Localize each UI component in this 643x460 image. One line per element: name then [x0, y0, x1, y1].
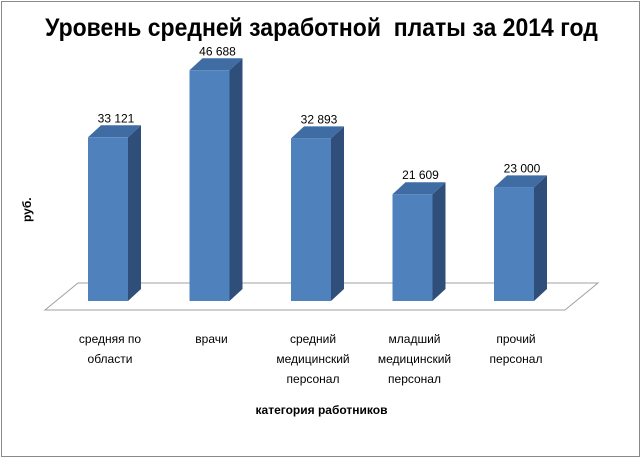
x-axis-label: категория работников	[255, 403, 388, 417]
category-label-line: персонал	[388, 372, 441, 386]
category-label-line: врачи	[195, 332, 227, 346]
category-label-line: средняя по	[79, 332, 142, 346]
category-label-line: младший	[389, 332, 441, 346]
category-label-line: персонал	[287, 372, 340, 386]
data-label-1: 46 688	[199, 44, 236, 58]
bar-0	[88, 137, 128, 301]
data-label-0: 33 121	[98, 111, 135, 125]
bar-side-1	[229, 58, 243, 301]
category-label-line: области	[88, 352, 133, 366]
bar-top-1	[189, 58, 243, 71]
bar-3	[392, 194, 433, 301]
category-label-0: средняя по области	[79, 332, 142, 366]
bar-2	[291, 138, 331, 301]
bar-top-2	[291, 126, 344, 139]
bar-top-0	[88, 125, 141, 138]
data-label-3: 21 609	[402, 168, 439, 182]
data-label-4: 23 000	[504, 161, 541, 175]
category-label-4: прочий персонал	[490, 332, 543, 366]
category-label-line: медицинский	[276, 352, 349, 366]
bar-4	[494, 187, 534, 301]
category-label-line: медицинский	[378, 352, 451, 366]
bar-side-2	[331, 126, 344, 301]
bar-top-4	[494, 175, 547, 188]
chart-title: Уровень средней заработной платы за 2014…	[45, 14, 598, 42]
category-label-2: средний медицинский персонал	[276, 332, 349, 386]
bar-top-3	[392, 182, 446, 195]
category-label-1: врачи	[195, 332, 227, 346]
bar-side-0	[128, 125, 141, 302]
category-label-line: средний	[290, 332, 336, 346]
category-label-line: персонал	[490, 352, 543, 366]
bar-1	[189, 70, 230, 301]
data-label-2: 32 893	[301, 112, 338, 126]
bar-side-3	[432, 182, 446, 301]
category-label-3: младший медицинский персонал	[378, 332, 451, 386]
bar-side-4	[534, 175, 547, 301]
category-label-line: прочий	[496, 332, 535, 346]
